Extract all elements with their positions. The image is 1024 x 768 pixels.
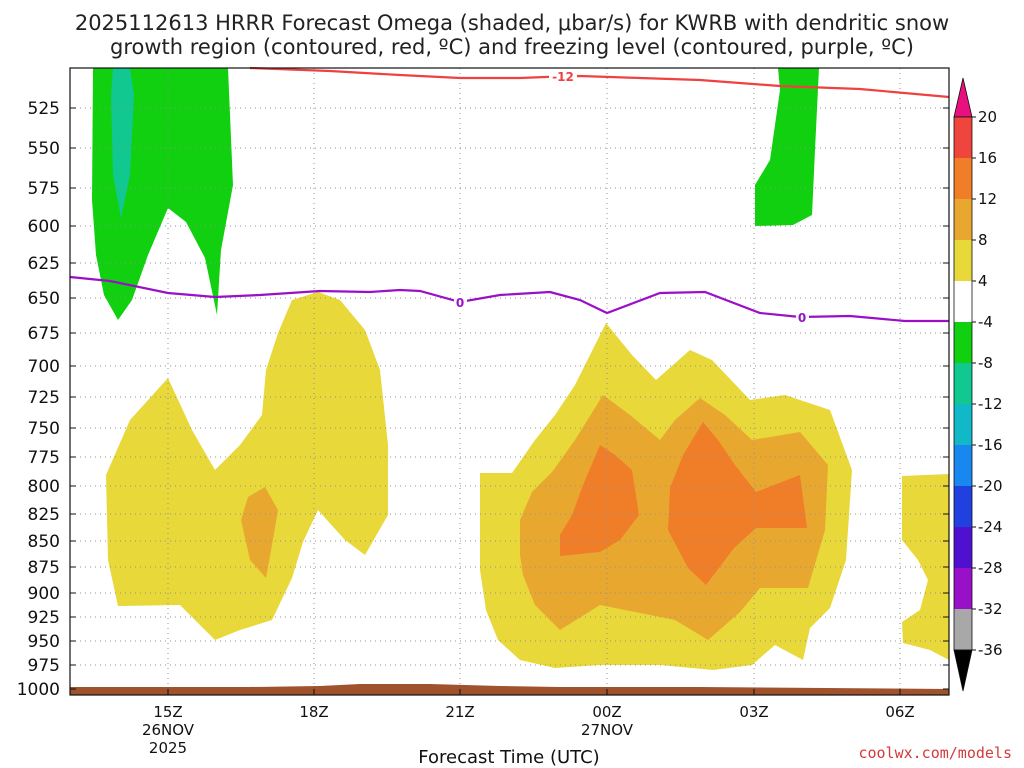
- y-tick-label: 900: [28, 584, 60, 604]
- y-tick-label: 950: [28, 632, 60, 652]
- colorbar-segment: [954, 486, 972, 527]
- y-tick-label: 600: [28, 217, 60, 237]
- colorbar-segment: [954, 281, 972, 322]
- colorbar-label: 16: [978, 149, 997, 167]
- isotherm-label-bg: [549, 70, 577, 84]
- y-tick-label: 1000: [17, 680, 60, 700]
- y-tick-label: 775: [28, 448, 60, 468]
- omega-minus8-region-left: [111, 68, 134, 218]
- colorbar-label: -8: [978, 354, 993, 372]
- colorbar-label: -24: [978, 518, 1003, 536]
- x-tick-label-06z: 06Z: [885, 703, 914, 721]
- x-tick-year: 2025: [149, 739, 187, 757]
- colorbar-label: -4: [978, 313, 993, 331]
- omega-8-region-left: [241, 487, 278, 578]
- colorbar-segment: [954, 404, 972, 445]
- plot-frame: [69, 67, 950, 696]
- colorbar-top-triangle: [953, 77, 973, 118]
- x-tick-label-21z: 21Z: [445, 703, 474, 721]
- y-tick-label: 975: [28, 656, 60, 676]
- x-tick-date-26nov: 26NOV: [142, 721, 195, 739]
- colorbar-segment: [954, 158, 972, 199]
- colorbar-label: -20: [978, 477, 1003, 495]
- colorbar-label: -16: [978, 436, 1003, 454]
- omega-12-region-center: [560, 445, 639, 556]
- colorbar-segment: [954, 322, 972, 363]
- colorbar-segment: [954, 527, 972, 568]
- y-tick-label: 675: [28, 324, 60, 344]
- chart-title-line-1: 2025112613 HRRR Forecast Omega (shaded, …: [75, 11, 949, 35]
- chart-title-line-2: growth region (contoured, red, ºC) and f…: [110, 35, 914, 59]
- colorbar-segment: [954, 568, 972, 609]
- colorbar-label: -32: [978, 600, 1003, 618]
- y-tick-label: 650: [28, 289, 60, 309]
- x-tick-label-15z: 15Z: [153, 703, 182, 721]
- colorbar-segment: [954, 609, 972, 650]
- colorbar-segment: [954, 363, 972, 404]
- colorbar-bottom-triangle: [953, 649, 973, 692]
- colorbar-label: 12: [978, 190, 997, 208]
- x-axis-label: Forecast Time (UTC): [418, 747, 599, 768]
- colorbar-label: -36: [978, 641, 1003, 659]
- colorbar-frame: [953, 116, 973, 651]
- y-tick-label: 825: [28, 505, 60, 525]
- freezing-level-label-bg-a: [454, 296, 467, 310]
- y-tick-label: 550: [28, 139, 60, 159]
- y-tick-label: 725: [28, 388, 60, 408]
- x-tick-label-00z: 00Z: [592, 703, 621, 721]
- y-tick-label: 575: [28, 179, 60, 199]
- y-tick-label: 625: [28, 254, 60, 274]
- colorbar-segment: [954, 240, 972, 281]
- colorbar-label: -12: [978, 395, 1003, 413]
- y-axis: 525 550 575 600 625 650 675 700 725 750 …: [17, 99, 949, 700]
- freezing-level-label-bg-b: [796, 311, 809, 325]
- omega-12-region-center-right: [668, 422, 807, 585]
- x-tick-date-27nov: 27NOV: [581, 721, 634, 739]
- y-tick-label: 925: [28, 608, 60, 628]
- x-tick-label-03z: 03Z: [739, 703, 768, 721]
- x-axis: 15Z 26NOV 2025 18Z 21Z 00Z 27NOV 03Z 06Z: [142, 689, 915, 757]
- colorbar-segment: [954, 117, 972, 158]
- colorbar-label: 8: [978, 231, 988, 249]
- y-tick-label: 875: [28, 558, 60, 578]
- y-tick-label: 525: [28, 99, 60, 119]
- credit-text: coolwx.com/models: [858, 744, 1012, 762]
- colorbar-label: 20: [978, 108, 997, 126]
- colorbar-label: -28: [978, 559, 1003, 577]
- y-tick-label: 750: [28, 419, 60, 439]
- x-tick-label-18z: 18Z: [299, 703, 328, 721]
- y-tick-label: 800: [28, 477, 60, 497]
- isotherm-label: -12: [552, 70, 574, 84]
- freezing-level-label-a: 0: [456, 296, 464, 310]
- omega-4-region-left: [106, 292, 388, 640]
- omega-shading: [92, 68, 949, 670]
- colorbar-label: 4: [978, 272, 988, 290]
- colorbar-segment: [954, 445, 972, 486]
- omega-minus4-region-right: [755, 68, 819, 226]
- freezing-level-label-b: 0: [798, 311, 806, 325]
- y-tick-label: 700: [28, 357, 60, 377]
- y-tick-label: 850: [28, 532, 60, 552]
- colorbar-segment: [954, 199, 972, 240]
- colorbar: 20 16 12 8 4 -4 -8 -12 -16 -20 -24 -28 -…: [953, 77, 1003, 692]
- terrain-surface: [70, 684, 949, 695]
- freezing-level-line: [69, 275, 949, 323]
